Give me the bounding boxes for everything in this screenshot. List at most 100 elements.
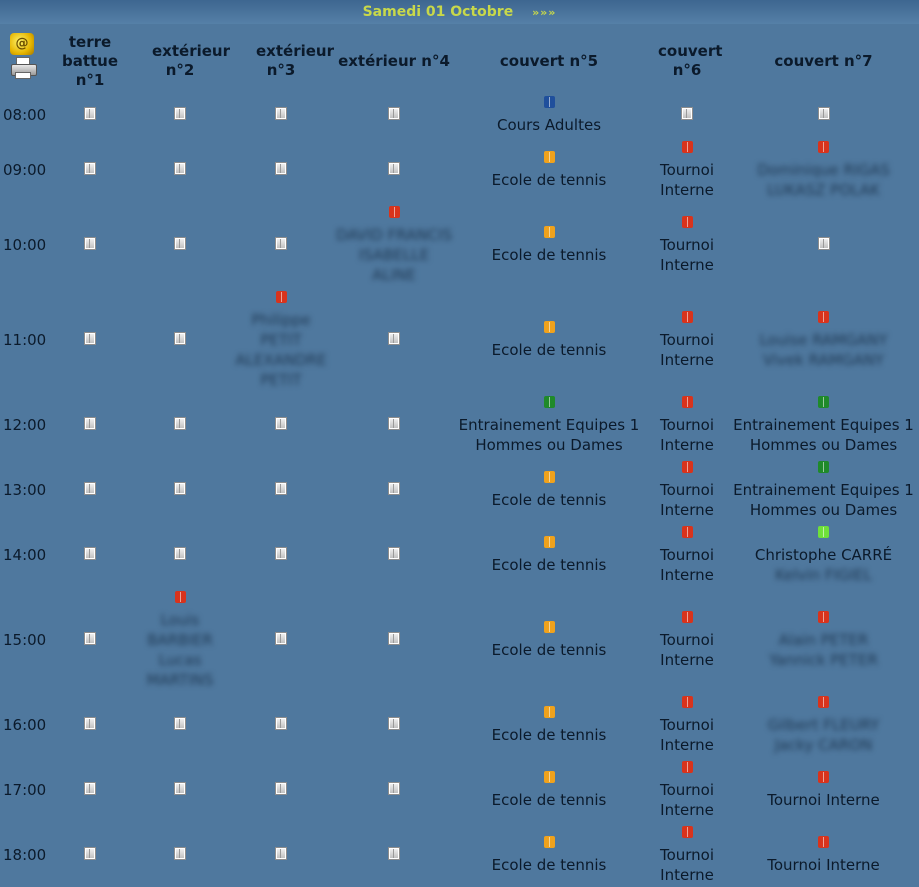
reservation-red-icon[interactable] <box>681 610 693 623</box>
next-day-link[interactable]: »»» <box>532 6 557 19</box>
free-slot-icon[interactable] <box>84 106 96 120</box>
free-slot-icon[interactable] <box>174 416 186 430</box>
free-slot-icon[interactable] <box>174 331 186 345</box>
free-slot-icon[interactable] <box>275 236 287 250</box>
reservation-text: Ecole de tennis <box>491 170 607 189</box>
free-slot-icon[interactable] <box>388 106 400 120</box>
free-slot-icon[interactable] <box>275 481 287 495</box>
free-slot-icon[interactable] <box>84 781 96 795</box>
reservation-darkgreen-icon[interactable] <box>543 395 555 408</box>
reservation-orange-icon[interactable] <box>543 535 555 548</box>
free-slot-icon[interactable] <box>275 631 287 645</box>
reservation-red-icon[interactable] <box>818 610 829 623</box>
court-slot-cell: Entrainement Equipes 1 Hommes ou Dames <box>452 392 646 457</box>
reservation-red-icon[interactable] <box>681 215 693 228</box>
free-slot-icon[interactable] <box>275 846 287 860</box>
reservation-blue-icon[interactable] <box>543 95 555 108</box>
reservation-text: Ecole de tennis <box>491 340 607 359</box>
court-header: couvert n°5 <box>499 51 599 70</box>
reservation-orange-icon[interactable] <box>543 470 555 483</box>
free-slot-icon[interactable] <box>388 716 400 730</box>
reservation-orange-icon[interactable] <box>543 320 555 333</box>
reservation-orange-icon[interactable] <box>543 705 555 718</box>
reservation-text: Interne <box>660 180 714 199</box>
free-slot-icon[interactable] <box>174 236 186 250</box>
free-slot-icon[interactable] <box>84 161 96 175</box>
reservation-red-icon[interactable] <box>388 205 400 218</box>
free-slot-icon[interactable] <box>275 416 287 430</box>
free-slot-icon[interactable] <box>275 106 287 120</box>
free-slot-icon[interactable] <box>388 781 400 795</box>
free-slot-icon[interactable] <box>84 416 96 430</box>
free-slot-icon[interactable] <box>388 546 400 560</box>
reservation-text: Interne <box>660 435 714 454</box>
reservation-orange-icon[interactable] <box>543 770 555 783</box>
free-slot-icon[interactable] <box>84 236 96 250</box>
schedule-row: 11:00 Philippe PETIT ALEXANDRE PETIT Ecole de… <box>0 287 919 392</box>
reservation-red-icon[interactable] <box>818 695 829 708</box>
free-slot-icon[interactable] <box>174 846 186 860</box>
free-slot-icon[interactable] <box>174 481 186 495</box>
court-slot-cell <box>46 392 134 457</box>
schedule-row: 08:00 Cours Adultes <box>0 92 919 137</box>
free-slot-icon[interactable] <box>174 546 186 560</box>
free-slot-icon[interactable] <box>84 846 96 860</box>
court-slot-cell: Tournoi Interne <box>646 137 728 202</box>
reservation-red-icon[interactable] <box>818 140 829 153</box>
free-slot-icon[interactable] <box>817 236 830 250</box>
reservation-red-icon[interactable] <box>681 760 693 773</box>
court-slot-cell: Ecole de tennis <box>452 757 646 822</box>
reservation-orange-icon[interactable] <box>543 225 555 238</box>
free-slot-icon[interactable] <box>84 631 96 645</box>
reservation-red-icon[interactable] <box>681 310 693 323</box>
free-slot-icon[interactable] <box>275 546 287 560</box>
reservation-orange-icon[interactable] <box>543 150 555 163</box>
reservation-lightgreen-icon[interactable] <box>818 525 829 538</box>
court-slot-cell <box>46 822 134 887</box>
reservation-text: BARBIER <box>147 630 213 649</box>
free-slot-icon[interactable] <box>681 106 693 120</box>
free-slot-icon[interactable] <box>388 331 400 345</box>
reservation-red-icon[interactable] <box>681 140 693 153</box>
reservation-orange-icon[interactable] <box>543 835 555 848</box>
reservation-text: Tournoi <box>659 480 715 499</box>
reservation-red-icon[interactable] <box>681 395 693 408</box>
free-slot-icon[interactable] <box>174 781 186 795</box>
free-slot-icon[interactable] <box>84 546 96 560</box>
court-slot-cell: Ecole de tennis <box>452 692 646 757</box>
reservation-red-icon[interactable] <box>681 695 693 708</box>
reservation-darkgreen-icon[interactable] <box>818 395 829 408</box>
reservation-text: Tournoi <box>659 715 715 734</box>
free-slot-icon[interactable] <box>275 161 287 175</box>
reservation-red-icon[interactable] <box>174 590 186 603</box>
free-slot-icon[interactable] <box>388 481 400 495</box>
reservation-red-icon[interactable] <box>681 825 693 838</box>
free-slot-icon[interactable] <box>388 416 400 430</box>
printer-icon[interactable] <box>10 57 37 79</box>
reservation-red-icon[interactable] <box>681 460 693 473</box>
free-slot-icon[interactable] <box>388 846 400 860</box>
time-label: 18:00 <box>3 845 47 864</box>
court-slot-cell <box>134 522 226 587</box>
reservation-red-icon[interactable] <box>818 310 829 323</box>
reservation-red-icon[interactable] <box>681 525 693 538</box>
reservation-darkgreen-icon[interactable] <box>818 460 829 473</box>
free-slot-icon[interactable] <box>817 106 830 120</box>
free-slot-icon[interactable] <box>84 481 96 495</box>
court-slot-cell: Entrainement Equipes 1 Hommes ou Dames <box>728 457 919 522</box>
reservation-red-icon[interactable] <box>818 770 829 783</box>
reservation-orange-icon[interactable] <box>543 620 555 633</box>
free-slot-icon[interactable] <box>275 781 287 795</box>
free-slot-icon[interactable] <box>174 106 186 120</box>
free-slot-icon[interactable] <box>388 631 400 645</box>
free-slot-icon[interactable] <box>84 716 96 730</box>
reservation-red-icon[interactable] <box>275 290 287 303</box>
reservation-red-icon[interactable] <box>818 835 829 848</box>
free-slot-icon[interactable] <box>174 161 186 175</box>
club-logo-icon[interactable]: @ <box>10 33 34 55</box>
court-slot-cell <box>336 392 452 457</box>
free-slot-icon[interactable] <box>84 331 96 345</box>
free-slot-icon[interactable] <box>275 716 287 730</box>
free-slot-icon[interactable] <box>174 716 186 730</box>
free-slot-icon[interactable] <box>388 161 400 175</box>
